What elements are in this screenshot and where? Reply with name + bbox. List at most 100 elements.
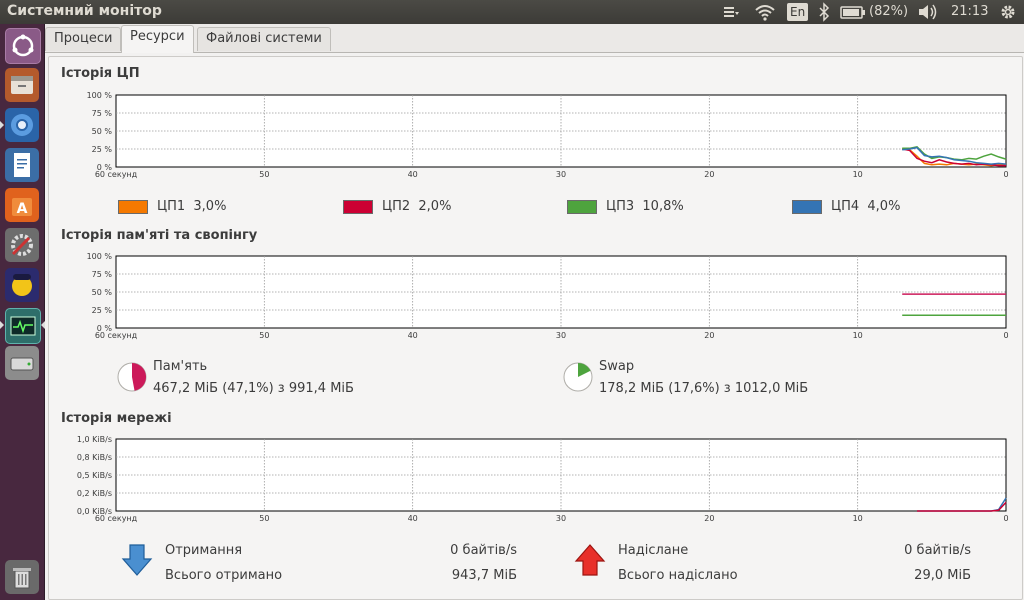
network-series-line [917,501,1007,512]
network-y-tick: 0,8 KiB/s [77,453,112,462]
cpu-x-tick: 0 [1003,170,1008,179]
cpu-x-tick: 10 [853,170,863,179]
total-received-value: 943,7 МіБ [451,568,517,583]
clock[interactable]: 21:13 [951,4,989,19]
network-x-tick: 40 [408,514,418,523]
memory-y-tick: 0 % [97,324,113,333]
network-x-tick: 30 [556,514,566,523]
received-label: Отримання [165,543,243,558]
bluetooth-icon[interactable] [818,0,830,24]
memory-x-tick: 50 [259,331,269,340]
network-x-tick: 10 [853,514,863,523]
cpu-x-tick: 30 [556,170,566,179]
cpu-series-line [902,146,1007,165]
network-y-tick: 0,2 KiB/s [77,489,112,498]
memory-y-tick: 25 % [92,306,113,315]
battery-percent: (82%) [869,4,909,19]
network-history-title: Історія мережі [61,411,172,426]
running-app-indicator [0,121,4,129]
memory-x-tick: 0 [1003,331,1008,340]
network-y-tick: 0,0 KiB/s [77,507,112,516]
upload-arrow-icon [574,544,606,576]
svg-text:A: A [17,201,28,217]
memory-x-tick: 10 [853,331,863,340]
volume-icon[interactable] [917,0,939,24]
dash-home-icon[interactable] [5,28,41,64]
cpu-y-tick: 75 % [92,109,113,118]
cpu4-legend-label: ЦП4 4,0% [831,199,901,214]
system-monitor-icon[interactable] [5,308,41,344]
network-y-tick: 1,0 KiB/s [77,435,112,444]
cpu-y-tick: 0 % [97,163,113,172]
cpu3-legend-label: ЦП3 10,8% [606,199,684,214]
cpu2-legend-label: ЦП2 2,0% [382,199,452,214]
memory-label: Пам'ять [153,359,208,374]
app-icon-yellow[interactable] [5,268,39,302]
cpu1-legend-label: ЦП1 3,0% [157,199,227,214]
memory-y-tick: 100 % [87,252,113,261]
memory-history-graph: 100 % 75 % 50 % 25 % 0 %60 секунд 50 40 30 20 10 0 [87,252,1009,340]
cpu3-color-swatch[interactable] [567,200,597,214]
network-y-tick: 0,5 KiB/s [77,471,112,480]
top-panel: Системний монітор En (82%) 21:13 [0,0,1024,24]
files-icon[interactable] [5,68,39,102]
software-center-icon[interactable]: A [5,188,39,222]
cpu4-color-swatch[interactable] [792,200,822,214]
memory-pie-icon[interactable] [116,361,148,393]
cpu-x-tick: 20 [704,170,714,179]
tab-processes[interactable]: Процеси [45,27,122,51]
gear-icon[interactable] [999,0,1017,24]
memory-y-tick: 50 % [92,288,113,297]
sent-rate: 0 байтів/s [904,543,971,558]
download-arrow-icon [121,544,153,576]
memory-history-title: Історія пам'яті та свопінгу [61,228,258,243]
memory-y-tick: 75 % [92,270,113,279]
writer-icon[interactable] [5,148,39,182]
total-sent-label: Всього надіслано [618,568,738,583]
memory-value: 467,2 МіБ (47,1%) з 991,4 МіБ [153,381,354,396]
tab-file-systems[interactable]: Файлові системи [197,27,331,51]
cpu1-color-swatch[interactable] [118,200,148,214]
network-x-tick: 0 [1003,514,1008,523]
sent-label: Надіслане [618,543,689,558]
received-rate: 0 байтів/s [450,543,517,558]
network-x-tick: 20 [704,514,714,523]
cpu-history-graph: 100 % 75 % 50 % 25 % 0 %60 секунд 50 40 30 20 10 0 [87,91,1009,179]
wifi-icon[interactable] [754,0,776,24]
cpu-x-tick: 50 [259,170,269,179]
cpu-x-tick: 60 секунд [95,170,138,179]
network-x-tick: 60 секунд [95,514,138,523]
memory-x-tick: 40 [408,331,418,340]
chromium-icon[interactable] [5,108,39,142]
memory-x-tick: 60 секунд [95,331,138,340]
launcher: A [0,24,45,600]
swap-value: 178,2 МіБ (17,6%) з 1012,0 МіБ [599,381,809,396]
trash-icon[interactable] [5,560,39,594]
disk-icon[interactable] [5,346,39,380]
network-x-tick: 50 [259,514,269,523]
cpu-y-tick: 25 % [92,145,113,154]
battery-icon[interactable] [840,0,866,24]
total-sent-value: 29,0 МіБ [914,568,971,583]
resources-panel: Історія ЦП 100 % 75 % 50 % 25 % 0 % 60 секунд… [48,56,1023,600]
memory-x-tick: 30 [556,331,566,340]
swap-label: Swap [599,359,635,374]
swap-pie-icon[interactable] [562,361,594,393]
keyboard-layout-indicator[interactable]: En [787,3,809,21]
tab-bar: Процеси Ресурси Файлові системи [45,24,1024,53]
cpu-x-tick: 40 [408,170,418,179]
window-title: Системний монітор [7,3,162,19]
messaging-icon[interactable] [722,0,740,24]
cpu-y-tick: 50 % [92,127,113,136]
cpu-y-tick: 100 % [87,91,113,100]
total-received-label: Всього отримано [165,568,283,583]
settings-icon[interactable] [5,228,39,262]
network-history-graph: 1,0 KiB/s 0,8 KiB/s 0,5 KiB/s 0,2 KiB/s 0,0 … [77,435,1009,523]
cpu-history-title: Історія ЦП [61,66,140,81]
system-monitor-window: Процеси Ресурси Файлові системи Історія … [45,24,1024,600]
running-app-indicator [0,321,4,329]
cpu2-color-swatch[interactable] [343,200,373,214]
active-app-indicator [41,321,45,329]
tab-resources[interactable]: Ресурси [121,25,194,53]
memory-x-tick: 20 [704,331,714,340]
